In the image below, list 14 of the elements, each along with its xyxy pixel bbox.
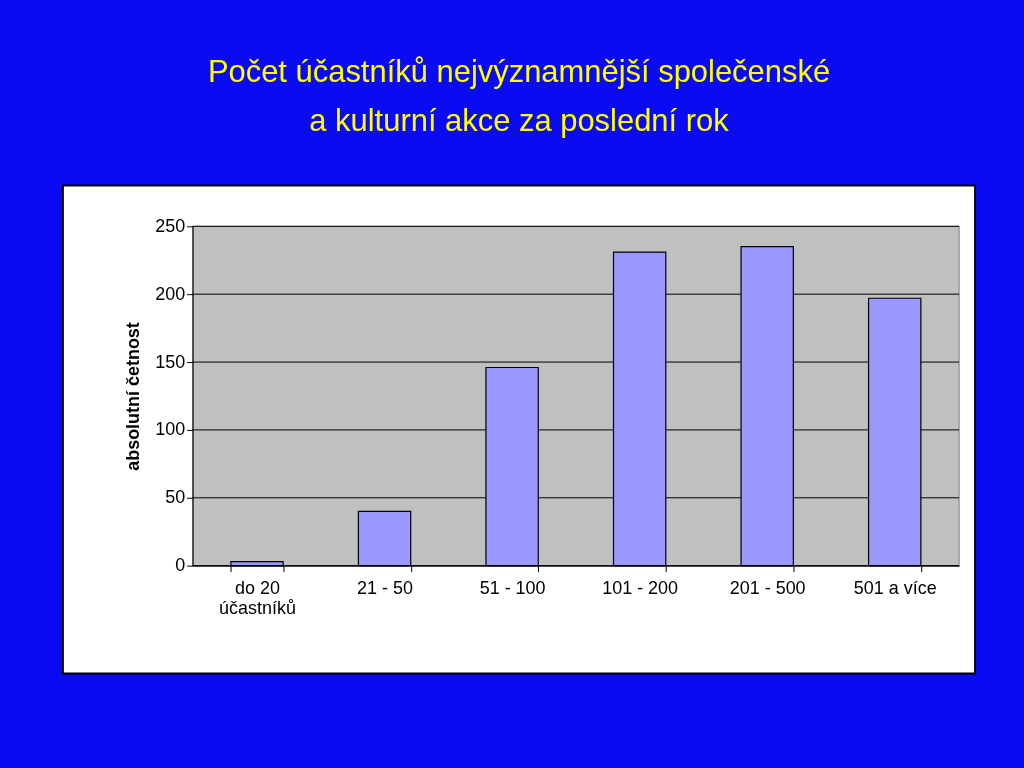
x-tick-label: 51 - 100 bbox=[479, 578, 546, 599]
y-tick-label: 0 bbox=[175, 555, 186, 576]
x-tick-label: 201 - 500 bbox=[729, 578, 806, 599]
x-tick-label: 501 a více bbox=[853, 578, 937, 599]
y-tick-label: 50 bbox=[165, 487, 186, 508]
y-tick-label: 100 bbox=[155, 419, 186, 440]
chart-title: Počet účastníků nejvýznamnější společenské a kulturní akce za poslední rok bbox=[207, 53, 831, 139]
y-axis-title: absolutní četnost bbox=[123, 322, 144, 471]
y-tick-label: 150 bbox=[155, 351, 186, 372]
x-tick-label: do 20 účastníků bbox=[219, 578, 296, 619]
y-tick-label: 200 bbox=[155, 283, 186, 304]
y-tick-label: 250 bbox=[155, 215, 186, 236]
x-tick-label: 21 - 50 bbox=[357, 578, 414, 599]
x-tick-label: 101 - 200 bbox=[602, 578, 679, 599]
